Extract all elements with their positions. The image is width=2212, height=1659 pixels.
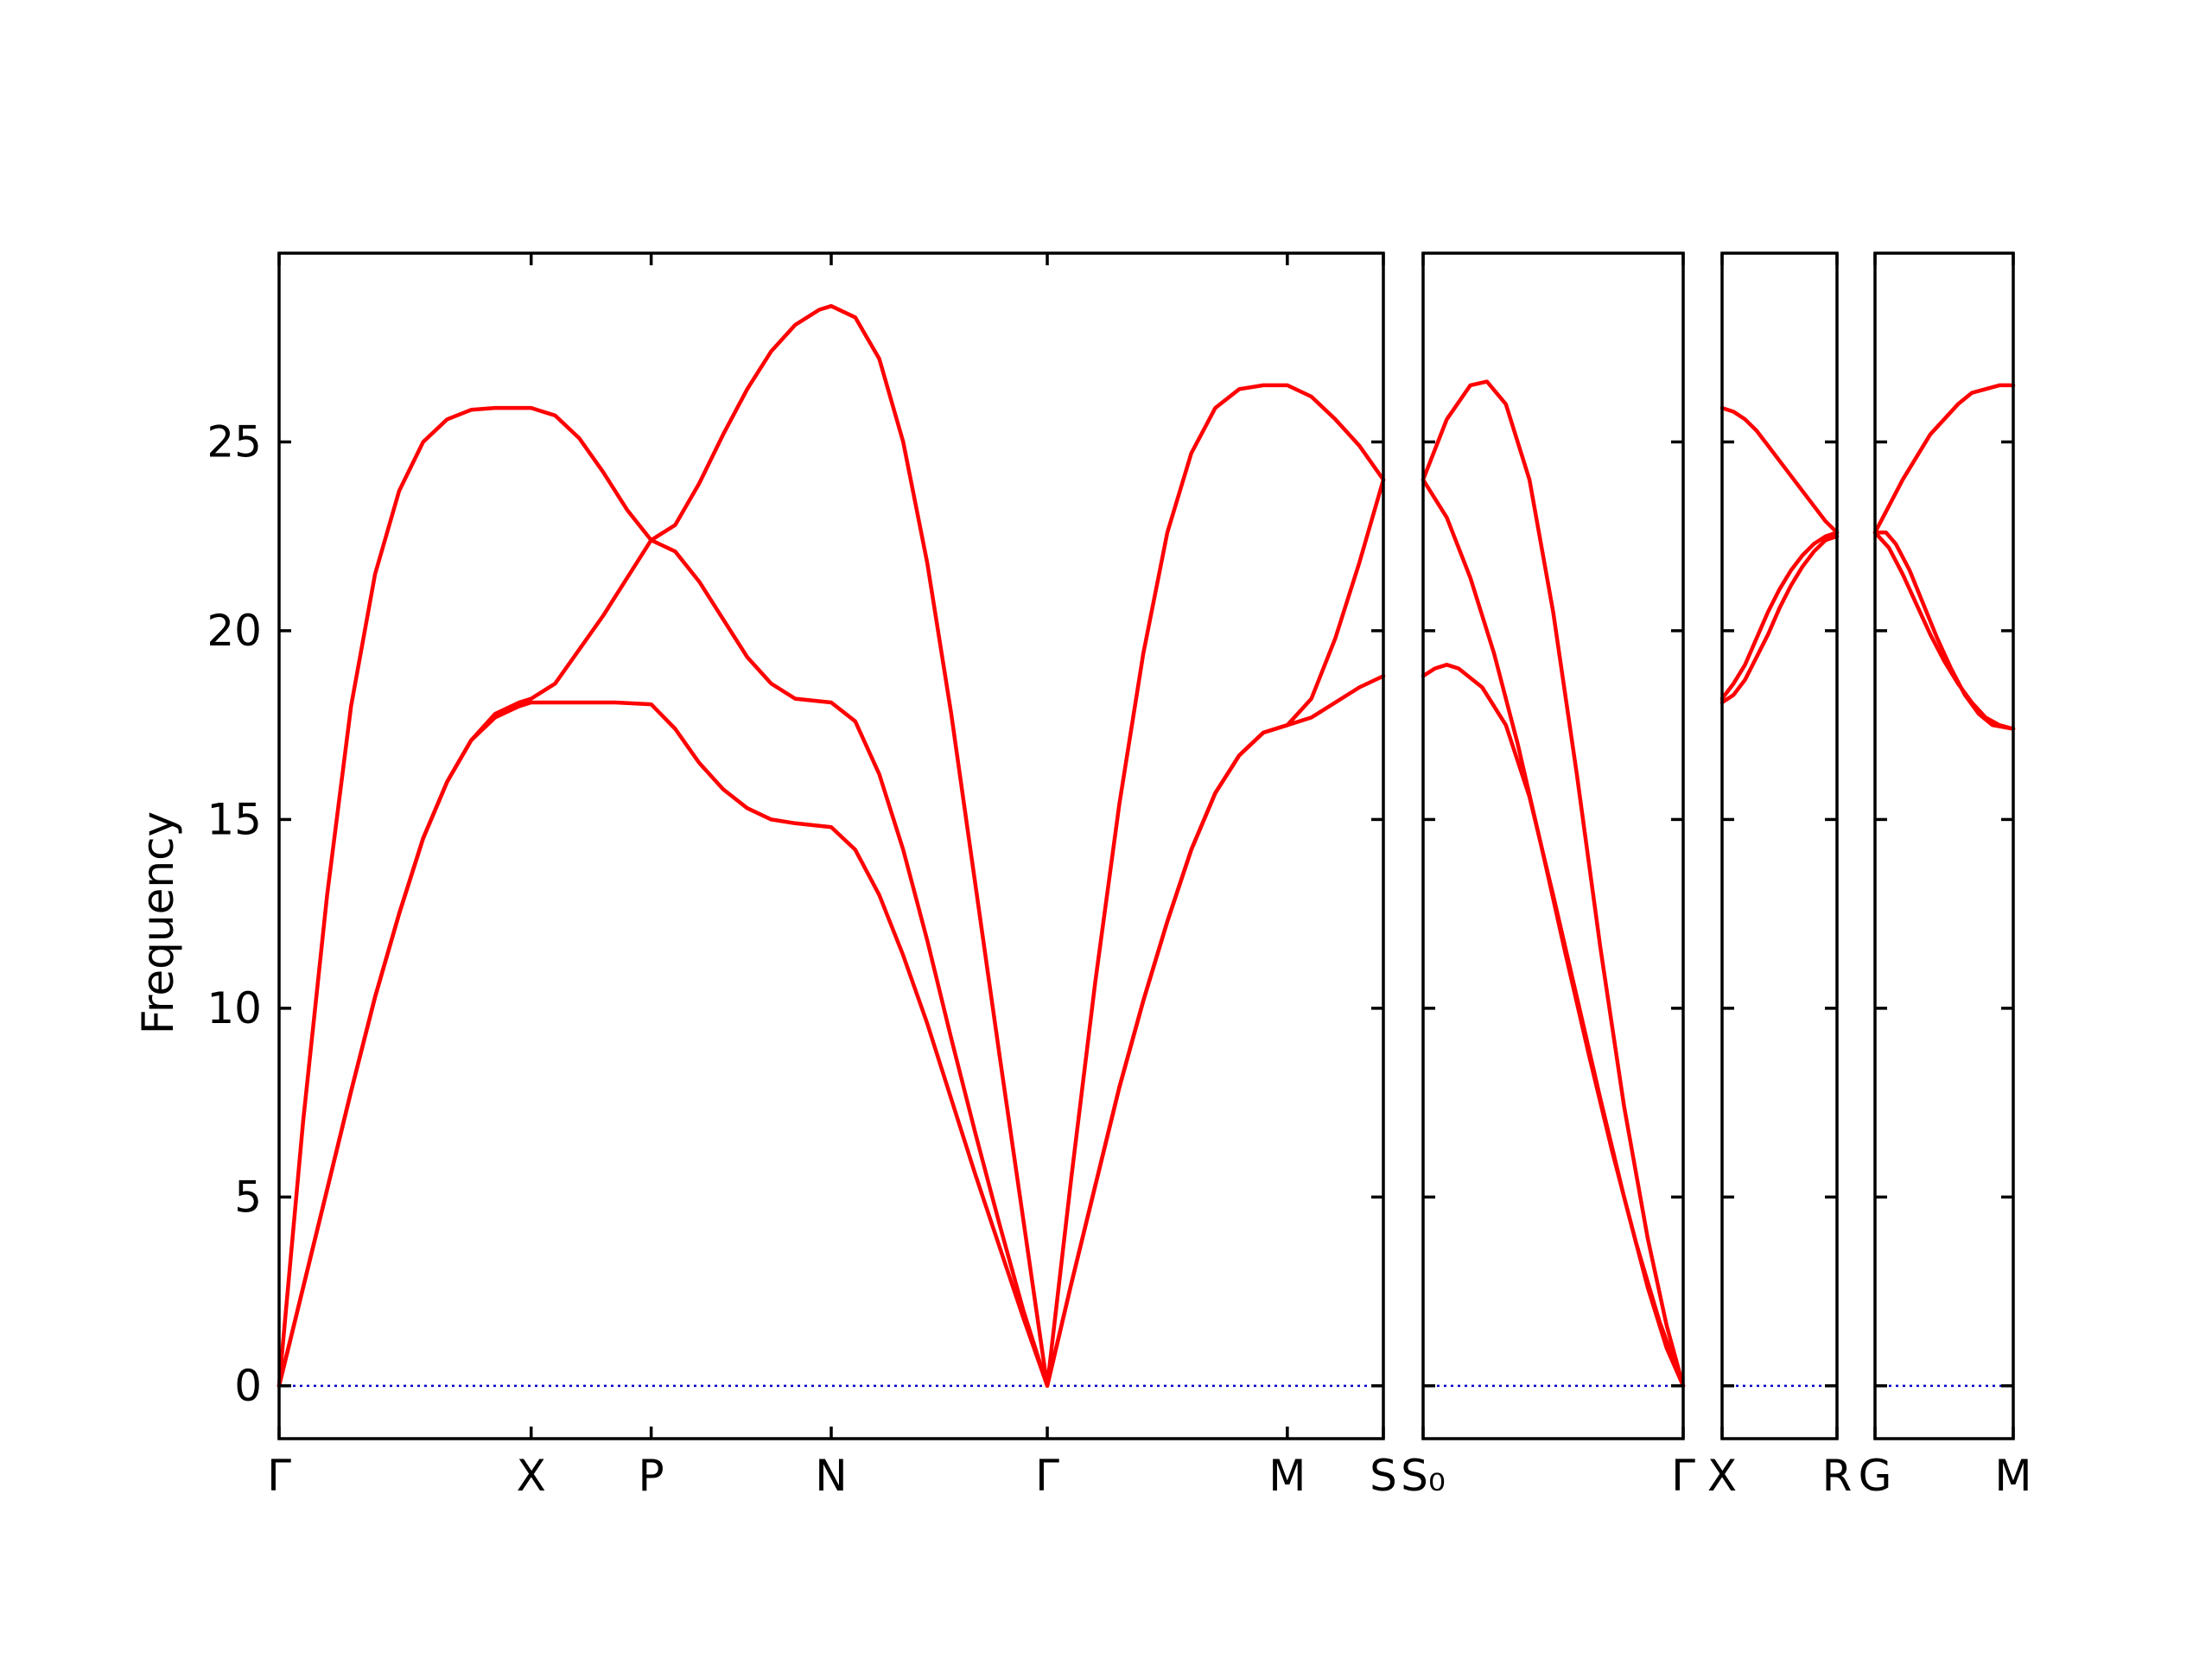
panel-frame xyxy=(1421,251,1685,1440)
x-tick-label: N xyxy=(815,1451,847,1501)
y-tick-label: 0 xyxy=(234,1361,262,1411)
panel-frame xyxy=(277,251,1385,1440)
x-tick-label: S xyxy=(1370,1451,1397,1501)
band-3 xyxy=(1872,531,2016,731)
band-1 xyxy=(1421,379,1686,1389)
x-tick-label: Γ xyxy=(1671,1451,1695,1501)
x-tick-label: R xyxy=(1822,1451,1853,1501)
y-axis-label: Frequency xyxy=(133,811,183,1034)
panel-1: 0 5 10 15 20 25 Γ X P N Γ M S xyxy=(207,251,1397,1501)
band-1 xyxy=(1872,383,2016,535)
band-2 xyxy=(1719,534,1840,705)
band-1 xyxy=(1719,405,1840,535)
band-3 xyxy=(1719,531,1840,701)
x-tick-label: X xyxy=(1707,1451,1737,1501)
panel-frame xyxy=(1720,251,1839,1440)
band-3 xyxy=(276,674,1386,1389)
band-2 xyxy=(276,477,1386,1389)
x-tick-label: X xyxy=(517,1451,546,1501)
band-3 xyxy=(1421,663,1686,1389)
x-tick-label: M xyxy=(1994,1451,2031,1501)
x-tick-label: Γ xyxy=(267,1451,291,1501)
x-tick-label: Γ xyxy=(1035,1451,1059,1501)
x-tick-label: P xyxy=(639,1451,664,1501)
y-tick-label: 5 xyxy=(234,1172,262,1222)
x-tick-label: M xyxy=(1268,1451,1306,1501)
y-tick-label: 15 xyxy=(207,794,262,844)
y-tick-label: 10 xyxy=(207,983,262,1033)
panel-2: S₀ Γ xyxy=(1401,251,1695,1501)
band-1 xyxy=(276,303,1386,1389)
y-tick-label: 25 xyxy=(207,416,262,467)
y-tick-label: 20 xyxy=(207,606,262,656)
x-tick-label: G xyxy=(1859,1451,1892,1501)
panel-frame xyxy=(1873,251,2015,1440)
x-tick-label: S₀ xyxy=(1401,1451,1446,1501)
